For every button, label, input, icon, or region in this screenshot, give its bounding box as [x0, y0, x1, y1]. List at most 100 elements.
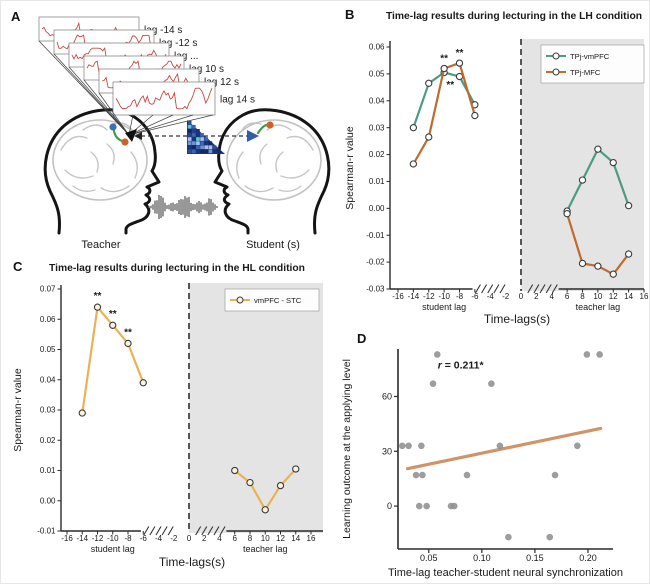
axis-break-mark — [527, 284, 534, 294]
y-tick-label: -0.03 — [366, 285, 385, 294]
x-tick-label: 2 — [534, 292, 539, 301]
x-axis-title: Time-lag teacher-student neural synchron… — [388, 567, 623, 579]
axis-break-mark — [474, 284, 481, 294]
matrix-cell — [187, 145, 192, 150]
data-point-marker — [578, 176, 587, 184]
data-point-marker — [231, 466, 239, 475]
data-point-marker — [624, 201, 633, 210]
regression-line — [405, 426, 603, 471]
y-tick-label: 0 — [387, 501, 392, 511]
x-tick-label: -16 — [61, 534, 73, 543]
x-tick-label: -10 — [107, 534, 119, 543]
data-point-marker — [609, 158, 617, 167]
data-point — [463, 471, 471, 479]
fan-line — [38, 40, 130, 136]
data-point — [496, 442, 504, 450]
fan-line — [128, 114, 174, 136]
data-point-marker — [409, 124, 418, 132]
data-point-marker — [246, 478, 254, 487]
matrix-cell — [204, 145, 209, 150]
lag-waveform — [115, 87, 213, 110]
fan-line — [98, 92, 130, 136]
x-tick-label: 10 — [261, 534, 270, 543]
axis-break-mark — [551, 284, 558, 294]
legend-box — [224, 288, 320, 312]
teacher-label: Teacher — [81, 239, 120, 251]
axis-break-mark — [539, 284, 546, 294]
matrix-cell — [187, 149, 192, 154]
matrix-cell — [191, 145, 196, 150]
axis-break-mark — [481, 284, 488, 294]
chart-title: Time-lag results during lecturing in the… — [49, 263, 305, 274]
x-tick-label: -16 — [392, 292, 404, 301]
matrix-cell — [187, 120, 192, 125]
data-point — [412, 471, 420, 479]
lag-series-frame — [112, 81, 216, 116]
y-tick-label: 0.01 — [369, 177, 385, 186]
axis-break-mark — [533, 284, 540, 294]
significance-marker: ** — [456, 48, 464, 59]
x-tick-label: 12 — [609, 292, 618, 301]
data-point-marker — [594, 262, 602, 270]
x-tick-label: -6 — [471, 292, 479, 301]
matrix-cell — [191, 133, 196, 137]
panel-c-label: C — [13, 259, 23, 274]
matrix-cell — [187, 129, 192, 133]
student-input-arrow-icon — [247, 130, 259, 142]
x-tick-label: 8 — [580, 292, 585, 301]
x-tick-label: -8 — [124, 534, 132, 543]
lag-series-boxes: lag -14 s lag -12 s lag ... lag 10 s lag 12 … — [38, 16, 255, 116]
legend-box — [540, 44, 645, 84]
data-point — [596, 351, 603, 358]
data-point — [429, 380, 437, 388]
y-axis-title: Spearman-r value — [344, 126, 356, 210]
x-tick-label: 0.10 — [473, 553, 491, 563]
teacher-head-icon — [43, 108, 161, 235]
data-point — [405, 442, 412, 450]
y-tick-label: 60 — [382, 391, 392, 401]
sound-wave-icon — [148, 194, 218, 220]
matrix-cell — [204, 149, 209, 154]
panel-c-chart: -0.01 0.00 0.01 0.02 0.03 0.04 0.05 0.06 0.07 -16… — [12, 263, 323, 569]
axis-break-mark — [487, 284, 494, 294]
lag-series-label: lag 10 s — [189, 64, 224, 75]
y-tick-label: 0.02 — [40, 436, 56, 445]
axis-break-mark — [143, 526, 150, 536]
significance-marker: ** — [124, 327, 132, 338]
fan-convergence-arrow-icon — [125, 129, 137, 142]
matrix-cell — [200, 145, 204, 150]
axis-break-mark — [499, 284, 506, 294]
fan-line — [128, 114, 194, 136]
y-tick-label: 0.01 — [40, 466, 56, 475]
teacher-lag-label: teacher lag — [243, 544, 288, 554]
matrix-cell — [208, 145, 213, 150]
axis-break-mark — [195, 526, 202, 536]
data-point-marker — [594, 145, 602, 153]
data-point — [450, 502, 458, 510]
x-tick-label: -10 — [438, 292, 450, 301]
matrix-cell — [191, 141, 196, 145]
data-point-marker — [139, 379, 147, 387]
x-tick-label: 0 — [187, 534, 192, 543]
matrix-cell — [187, 137, 192, 141]
matrix-cell — [200, 141, 204, 145]
x-axis-title: Time-lags(s) — [484, 312, 550, 326]
y-tick-label: 0.02 — [369, 150, 385, 159]
panel-b-chart: -0.03 -0.02 -0.01 0.00 0.01 0.02 0.03 0.04 0.05 0… — [344, 11, 649, 326]
matrix-cell — [212, 149, 217, 154]
legend-label: TPj-MFC — [570, 68, 601, 77]
x-tick-label: -2 — [170, 534, 178, 543]
x-tick-label: 0.05 — [420, 553, 438, 563]
matrix-cell — [196, 133, 200, 137]
data-point-marker — [471, 111, 479, 120]
panel-b-label: B — [345, 7, 355, 22]
data-point-marker — [425, 79, 433, 87]
lag-series-label: lag 14 s — [220, 95, 255, 106]
data-point — [505, 533, 512, 541]
data-point-marker — [276, 481, 285, 490]
lag-series-label: lag -14 s — [144, 25, 182, 36]
matrix-cell — [196, 137, 200, 141]
teaching-diagram: lag -14 s lag -12 s lag ... lag 10 s lag 12 … — [38, 16, 331, 251]
x-tick-label: 4 — [550, 292, 555, 301]
data-point — [546, 533, 554, 541]
